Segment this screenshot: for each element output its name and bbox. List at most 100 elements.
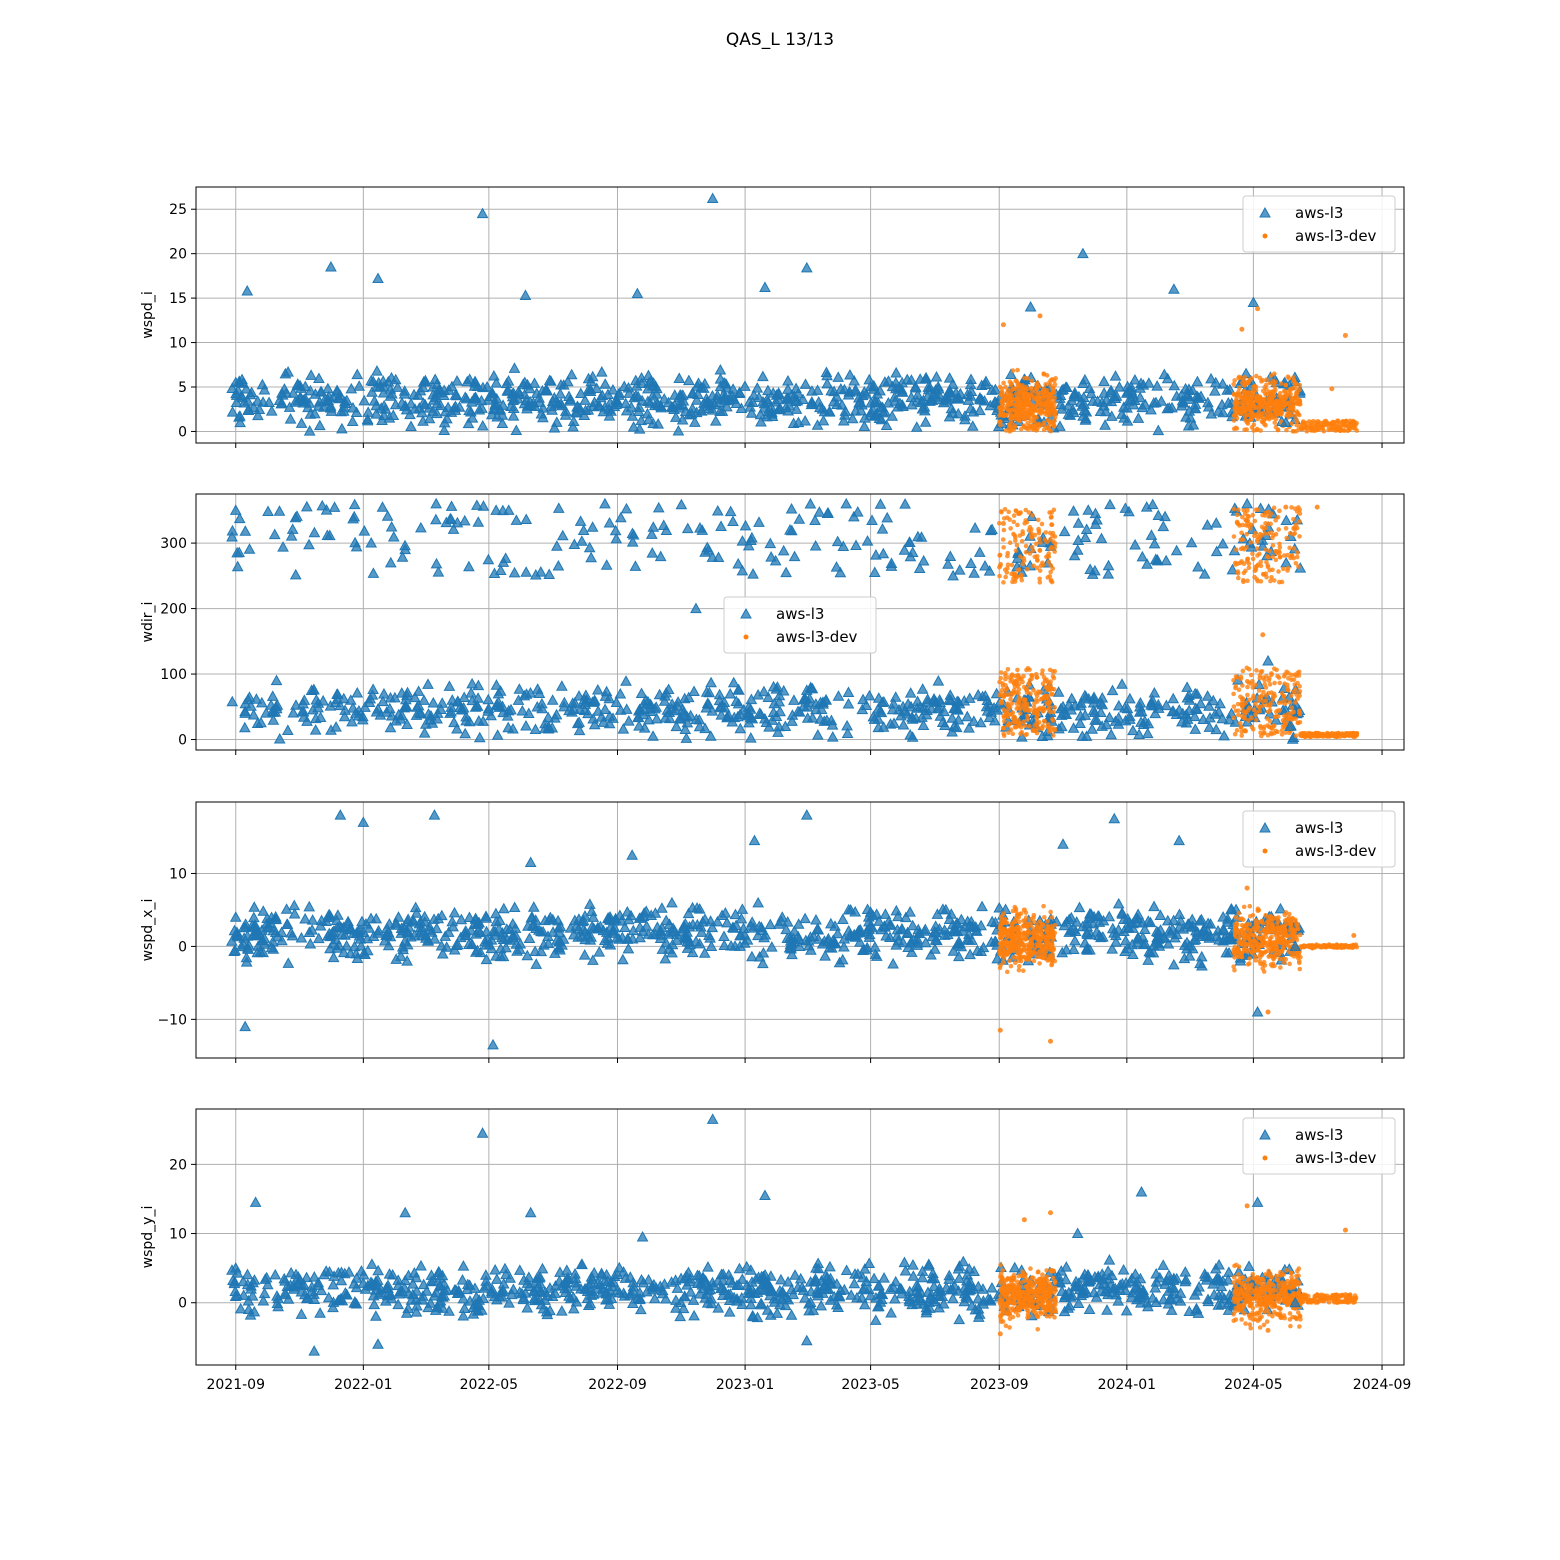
aws-l3-triangle: [436, 947, 449, 959]
aws-l3-triangle: [1081, 917, 1094, 928]
aws-l3-dev-point: [1342, 332, 1348, 338]
aws-l3-dev-dot: [1240, 696, 1246, 702]
aws-l3-dev-dot: [1035, 725, 1041, 731]
aws-l3-dev-dot: [1262, 396, 1268, 402]
aws-l3-triangle: [242, 943, 254, 954]
aws-l3-point: [372, 272, 384, 284]
aws-l3-dev-dot: [1276, 527, 1282, 532]
aws-l3-dev-dot: [999, 509, 1004, 515]
aws-l3-triangle: [552, 502, 565, 513]
aws-l3-dev-dot: [1034, 380, 1040, 386]
aws-l3-dev-dot: [1264, 377, 1269, 383]
aws-l3-triangle: [1167, 692, 1180, 704]
aws-l3-dev-dot: [1006, 730, 1011, 735]
aws-l3-dev-dot: [1053, 376, 1058, 381]
aws-l3-triangle: [1183, 950, 1196, 961]
aws-l3-triangle: [917, 554, 930, 566]
aws-l3-dev-point: [1303, 424, 1309, 430]
aws-l3-dev-dot: [1043, 685, 1049, 690]
aws-l3-triangle: [836, 913, 849, 924]
aws-l3-triangle: [680, 732, 693, 743]
aws-l3-triangle: [652, 399, 665, 410]
aws-l3-triangle: [1121, 415, 1134, 426]
aws-l3-triangle: [439, 930, 452, 941]
aws-l3-triangle: [1163, 401, 1176, 413]
aws-l3-triangle: [682, 907, 695, 919]
aws-l3-dev-dot: [1261, 689, 1266, 695]
aws-l3-point: [419, 398, 431, 410]
aws-l3-triangle: [690, 935, 702, 947]
aws-l3-triangle: [414, 926, 426, 938]
aws-l3-triangle: [409, 403, 421, 414]
aws-l3-dev-dot: [1022, 375, 1027, 381]
aws-l3-triangle: [700, 702, 713, 713]
aws-l3-triangle: [1063, 926, 1076, 937]
aws-l3-dev-dot: [1273, 557, 1279, 563]
aws-l3-dev-dot: [1046, 402, 1051, 408]
legend-marker-aws-l3: [1259, 206, 1271, 218]
aws-l3-triangle: [1121, 702, 1134, 714]
aws-l3-dev-dot: [1000, 939, 1006, 945]
aws-l3-triangle: [1188, 710, 1201, 722]
aws-l3-dev-dot: [1039, 922, 1045, 927]
aws-l3-triangle: [1102, 568, 1115, 579]
aws-l3-point: [1183, 694, 1196, 705]
aws-l3-triangle: [558, 700, 570, 712]
aws-l3-dev-dot: [1250, 556, 1256, 562]
aws-l3-dev-dot: [1289, 705, 1295, 711]
aws-l3-dev-dot: [1234, 512, 1240, 518]
aws-l3-triangle: [812, 729, 824, 740]
aws-l3-triangle: [490, 679, 503, 690]
aws-l3-triangle: [430, 497, 442, 509]
aws-l3-triangle: [1054, 420, 1066, 431]
aws-l3-dev-dot: [1297, 534, 1302, 539]
aws-l3-triangle: [1138, 923, 1151, 935]
aws-l3-triangle: [417, 381, 429, 393]
aws-l3-dev-dot: [1281, 566, 1286, 572]
aws-l3-triangle: [1212, 705, 1225, 717]
aws-l3-triangle: [1076, 730, 1089, 741]
aws-l3-triangle: [886, 703, 899, 715]
aws-l3-dev-dot: [1007, 394, 1012, 399]
aws-l3-dev-dot: [1048, 546, 1054, 552]
aws-l3-triangle: [587, 911, 600, 922]
aws-l3-dev-dot: [1037, 576, 1042, 582]
aws-l3-triangle: [402, 921, 415, 932]
aws-l3-triangle: [552, 398, 565, 409]
aws-l3-triangle: [472, 692, 484, 703]
aws-l3-triangle: [245, 700, 257, 711]
aws-l3-triangle: [759, 928, 772, 940]
aws-l3-triangle: [1223, 713, 1236, 725]
aws-l3-triangle: [626, 536, 639, 547]
aws-l3-dev-dot: [1008, 679, 1013, 684]
aws-l3-dev-dot: [1257, 673, 1263, 678]
aws-l3-triangle: [913, 562, 926, 573]
aws-l3-triangle: [849, 405, 862, 416]
aws-l3-triangle: [993, 902, 1006, 913]
y-tick-label: 300: [160, 536, 187, 552]
aws-l3-triangle: [477, 500, 490, 511]
aws-l3-dev-dot: [1237, 721, 1243, 726]
aws-l3-triangle: [547, 926, 559, 937]
aws-l3-triangle: [986, 915, 998, 927]
aws-l3-dev-dot: [1051, 675, 1057, 681]
aws-l3-triangle: [759, 712, 771, 724]
aws-l3-triangle: [400, 701, 413, 712]
aws-l3-triangle: [265, 941, 278, 953]
aws-l3-dev-dot: [1266, 724, 1272, 730]
aws-l3-dev-dot: [1003, 574, 1008, 580]
aws-l3-dev-dot: [1277, 541, 1282, 547]
aws-l3-triangle: [699, 913, 711, 924]
aws-l3-triangle: [448, 716, 460, 728]
aws-l3-triangle: [309, 724, 322, 735]
aws-l3-triangle: [287, 387, 300, 398]
aws-l3-triangle: [799, 912, 811, 924]
aws-l3-dev-dot: [1238, 537, 1244, 542]
aws-l3-triangle: [934, 710, 947, 721]
aws-l3-triangle: [1189, 398, 1202, 409]
aws-l3-dev-dot: [1271, 723, 1277, 729]
aws-l3-triangle: [240, 382, 253, 394]
aws-l3-triangle: [615, 511, 627, 523]
aws-l3-dev-dot: [1001, 527, 1007, 533]
data-points: [229, 497, 1357, 739]
